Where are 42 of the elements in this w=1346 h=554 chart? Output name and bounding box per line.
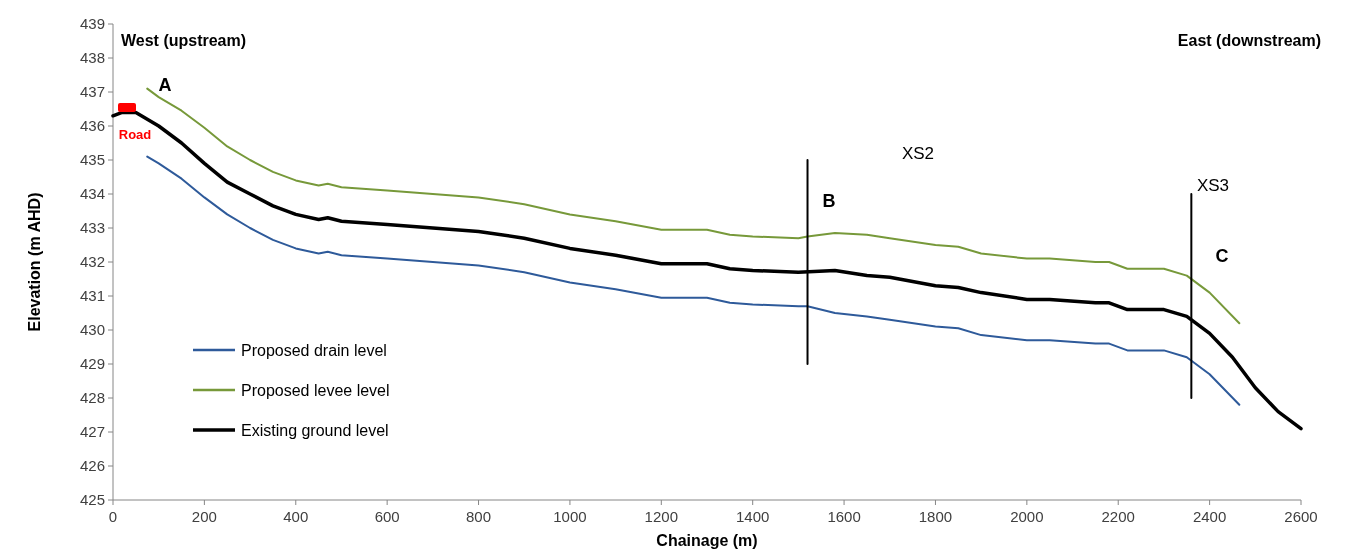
- x-axis-title: Chainage (m): [656, 532, 758, 549]
- y-tick-label: 435: [79, 151, 105, 169]
- x-tick-label: 1200: [644, 508, 678, 525]
- y-tick-label: 425: [79, 491, 105, 509]
- y-tick-label: 433: [79, 219, 105, 237]
- x-tick-label: 1400: [736, 508, 770, 525]
- x-tick-label: 1800: [918, 508, 953, 525]
- x-tick-label: 1000: [553, 508, 587, 525]
- annotation: A: [158, 75, 172, 96]
- annotation: XS2: [901, 143, 935, 163]
- x-tick-label: 400: [283, 508, 309, 525]
- legend-label: Existing ground level: [241, 421, 389, 439]
- x-tick-label: 2400: [1192, 508, 1227, 525]
- annotation: B: [822, 191, 836, 212]
- y-tick-label: 436: [79, 117, 105, 135]
- x-tick-label: 2600: [1284, 508, 1318, 525]
- legend-label: Proposed levee level: [241, 381, 390, 399]
- y-tick-label: 437: [79, 83, 105, 101]
- x-tick-label: 200: [191, 508, 217, 525]
- y-tick-label: 438: [79, 49, 105, 67]
- x-tick-label: 600: [374, 508, 400, 525]
- legend-label: Proposed drain level: [241, 341, 387, 359]
- y-axis-title: Elevation (m AHD): [26, 192, 43, 332]
- y-tick-label: 428: [79, 389, 105, 407]
- x-tick-label: 2200: [1101, 508, 1135, 525]
- x-tick-label: 0: [108, 508, 118, 525]
- y-tick-label: 429: [79, 355, 105, 373]
- y-tick-label: 434: [79, 185, 105, 203]
- y-tick-label: 427: [79, 423, 105, 441]
- y-tick-label: 430: [79, 321, 105, 339]
- annotation: C: [1215, 246, 1229, 267]
- x-tick-label: 1600: [827, 508, 861, 525]
- annotation: Road: [118, 126, 152, 142]
- annotation: XS3: [1196, 175, 1230, 195]
- annotation: West (upstream): [121, 32, 247, 49]
- y-tick-label: 426: [79, 457, 105, 475]
- x-tick-label: 2000: [1010, 508, 1044, 525]
- annotation: East (downstream): [1177, 32, 1321, 49]
- y-tick-label: 432: [79, 253, 105, 271]
- y-tick-label: 439: [79, 15, 105, 33]
- y-tick-label: 431: [79, 287, 105, 305]
- x-tick-label: 800: [466, 508, 492, 525]
